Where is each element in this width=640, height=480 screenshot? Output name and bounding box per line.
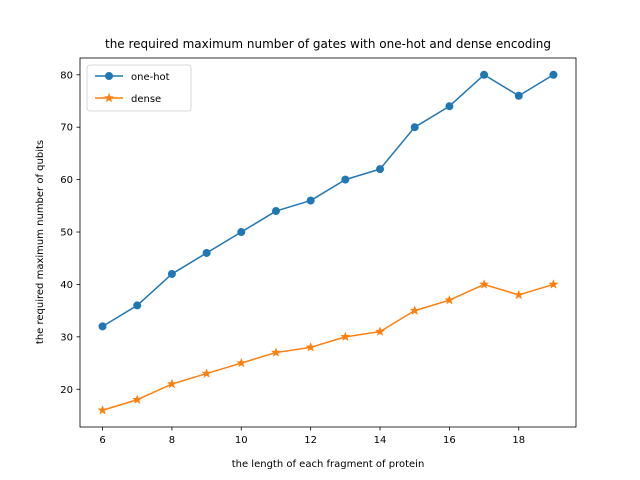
data-point-one-hot — [306, 196, 315, 205]
data-point-one-hot — [98, 322, 107, 331]
data-point-dense — [166, 378, 177, 389]
series-line-one-hot — [102, 74, 554, 328]
data-point-dense — [132, 394, 143, 405]
x-tick-label: 6 — [99, 435, 105, 446]
y-tick-label: 50 — [60, 228, 73, 239]
data-point-dense — [374, 326, 386, 336]
data-point-dense — [444, 294, 455, 305]
data-point-one-hot — [410, 123, 419, 132]
data-point-dense — [409, 305, 420, 315]
data-point-dense — [270, 347, 282, 357]
series-dense — [97, 279, 559, 415]
data-point-dense — [201, 368, 212, 378]
legend-entry-dense: dense — [95, 92, 161, 105]
data-point-dense — [97, 404, 108, 415]
x-tick-label: 8 — [169, 435, 175, 446]
x-tick-label: 16 — [443, 435, 456, 446]
data-point-one-hot — [549, 70, 558, 79]
chart-title: the required maximum number of gates wit… — [105, 37, 551, 51]
legend-entry-one-hot: one-hot — [95, 72, 170, 83]
data-point-dense — [548, 279, 559, 289]
legend-label-dense: dense — [131, 94, 161, 105]
data-point-one-hot — [480, 70, 489, 79]
y-tick-label: 20 — [60, 385, 73, 396]
series-one-hot — [98, 70, 558, 331]
x-tick-label: 10 — [235, 435, 248, 446]
data-point-one-hot — [376, 165, 385, 174]
axes-frame — [79, 57, 577, 428]
series-line-dense — [102, 283, 554, 411]
legend-label-one-hot: one-hot — [131, 72, 170, 83]
y-tick-label: 40 — [60, 280, 73, 291]
data-point-one-hot — [237, 228, 246, 237]
y-tick-label: 70 — [60, 123, 73, 134]
data-point-dense — [340, 331, 351, 342]
plot-area — [79, 57, 577, 428]
data-point-one-hot — [167, 269, 176, 278]
y-axis-label: the required maximum number of qubits — [35, 140, 46, 344]
legend: one-hot dense — [86, 64, 192, 112]
y-tick-label: 30 — [60, 332, 73, 343]
data-point-one-hot — [271, 207, 280, 216]
data-point-dense — [305, 341, 316, 352]
legend-marker-one-hot — [105, 72, 113, 80]
axis-ticks: 6 8 10 12 14 16 18 20 30 40 50 60 70 80 — [60, 70, 525, 446]
data-point-one-hot — [202, 248, 211, 257]
data-point-one-hot — [133, 301, 142, 310]
data-point-one-hot — [514, 91, 523, 100]
data-point-dense — [236, 357, 247, 368]
x-tick-label: 14 — [374, 435, 387, 446]
x-axis-label: the length of each fragment of protein — [232, 459, 425, 470]
y-tick-label: 60 — [60, 175, 73, 186]
y-tick-label: 80 — [60, 70, 73, 81]
data-point-one-hot — [341, 175, 350, 184]
data-point-dense — [479, 279, 490, 289]
data-point-one-hot — [445, 102, 454, 111]
legend-marker-dense — [103, 92, 115, 103]
x-tick-label: 12 — [304, 435, 317, 446]
data-point-dense — [513, 289, 524, 300]
x-tick-label: 18 — [512, 435, 525, 446]
